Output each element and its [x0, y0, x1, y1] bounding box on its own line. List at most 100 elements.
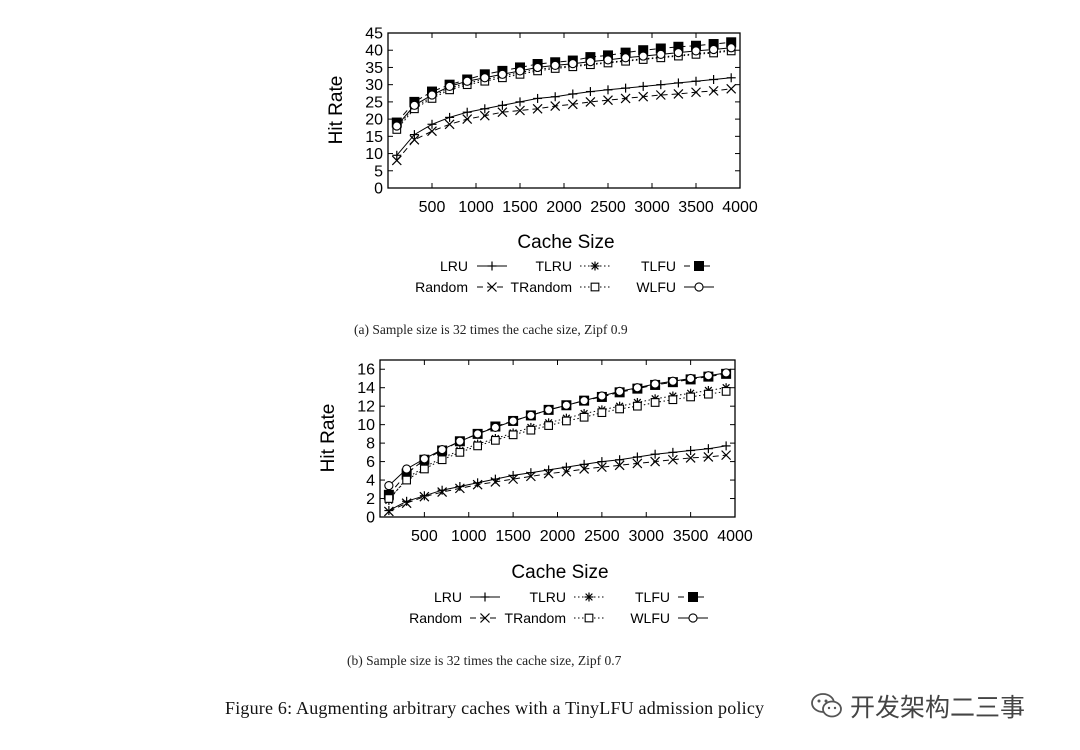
point-b-random-15 — [650, 456, 661, 467]
point-b-random-11 — [579, 464, 590, 474]
point-b-trandom-12 — [597, 408, 607, 418]
point-b-trandom-3 — [437, 455, 447, 465]
legend-marker-b-tlru — [584, 592, 594, 602]
y-tick-label-a-0: 0 — [374, 181, 383, 198]
point-b-lru-19 — [721, 441, 731, 451]
point-b-wlfu-2 — [419, 454, 429, 464]
point-a-lru-4 — [462, 107, 472, 117]
point-b-random-10 — [561, 466, 572, 477]
point-b-trandom-16 — [668, 395, 678, 405]
point-a-random-15 — [655, 90, 666, 100]
point-b-random-1 — [401, 498, 412, 509]
point-b-random-14 — [632, 458, 643, 469]
point-b-wlfu-5 — [473, 429, 483, 439]
legend-label-a-wlfu: WLFU — [636, 279, 676, 295]
point-a-random-18 — [708, 85, 719, 96]
point-a-random-1 — [409, 134, 420, 145]
x-tick-label-a-1: 1000 — [458, 199, 494, 216]
point-a-random-5 — [479, 110, 490, 121]
plot-area-a — [387, 32, 741, 189]
legend-label-b-random: Random — [409, 610, 462, 626]
point-b-trandom-4 — [455, 447, 465, 457]
point-b-random-12 — [596, 462, 607, 473]
point-a-wlfu-3 — [445, 81, 455, 91]
y-tick-label-b-1: 2 — [366, 491, 375, 508]
x-tick-label-b-7: 4000 — [717, 528, 753, 545]
legend-marker-a-random — [487, 282, 497, 292]
point-a-wlfu-1 — [409, 100, 420, 110]
x-tick-label-b-4: 2500 — [584, 528, 620, 545]
chart-a-caption: (a) Sample size is 32 times the cache si… — [354, 322, 628, 337]
point-b-random-4 — [454, 483, 465, 494]
x-axis-title-a: Cache Size — [517, 232, 614, 253]
point-b-trandom-2 — [419, 464, 429, 474]
point-b-lru-17 — [686, 446, 696, 456]
point-a-wlfu-19 — [726, 43, 736, 53]
point-b-random-13 — [614, 460, 625, 471]
point-b-trandom-18 — [703, 389, 713, 399]
point-a-lru-5 — [480, 104, 490, 114]
series-line-b-random — [388, 454, 727, 512]
point-a-lru-14 — [638, 81, 648, 91]
point-b-trandom-5 — [473, 441, 482, 451]
point-b-random-9 — [543, 468, 554, 479]
y-tick-label-a-6: 30 — [365, 77, 383, 94]
point-b-wlfu-16 — [668, 376, 678, 386]
y-tick-label-a-7: 35 — [365, 60, 383, 77]
point-a-lru-12 — [603, 85, 613, 95]
point-a-wlfu-7 — [515, 66, 525, 76]
y-axis-title-a: Hit Rate — [326, 76, 347, 145]
point-b-lru-14 — [632, 452, 642, 462]
point-b-wlfu-7 — [508, 416, 518, 426]
x-tick-label-b-6: 3500 — [673, 528, 709, 545]
point-b-random-17 — [685, 452, 696, 463]
legend-label-b-lru: LRU — [434, 589, 462, 605]
x-tick-label-b-1: 1000 — [451, 528, 487, 545]
point-b-random-0 — [383, 506, 394, 517]
legend-label-a-lru: LRU — [440, 258, 468, 274]
point-a-wlfu-12 — [603, 55, 613, 65]
y-tick-label-a-8: 40 — [365, 43, 383, 60]
point-b-random-5 — [472, 479, 483, 490]
series-b-trandom — [384, 387, 731, 503]
point-a-wlfu-8 — [532, 62, 543, 73]
point-a-lru-1 — [409, 130, 419, 140]
point-b-wlfu-13 — [615, 386, 625, 397]
point-a-random-7 — [515, 105, 525, 116]
legend-marker-b-tlfu — [688, 592, 698, 602]
x-tick-label-a-2: 1500 — [502, 199, 538, 216]
y-tick-label-b-3: 6 — [366, 454, 375, 471]
point-a-lru-18 — [709, 75, 719, 84]
point-a-lru-11 — [585, 87, 595, 97]
y-tick-label-b-5: 10 — [357, 417, 375, 434]
point-b-wlfu-4 — [455, 436, 465, 446]
point-a-lru-19 — [726, 73, 736, 83]
legend-marker-b-wlfu — [688, 613, 698, 623]
x-tick-label-b-2: 1500 — [495, 528, 531, 545]
y-tick-label-a-1: 5 — [374, 163, 383, 180]
point-b-wlfu-1 — [402, 464, 412, 474]
point-a-random-17 — [691, 87, 701, 98]
point-a-random-19 — [726, 83, 737, 94]
point-a-lru-6 — [497, 100, 507, 110]
series-b-wlfu — [384, 368, 731, 491]
y-tick-label-b-4: 8 — [366, 436, 375, 453]
point-a-lru-16 — [673, 78, 683, 88]
point-a-lru-9 — [550, 92, 560, 102]
point-a-random-16 — [673, 89, 684, 99]
legend-marker-b-trandom — [584, 613, 594, 623]
point-a-wlfu-18 — [708, 44, 719, 55]
point-a-lru-10 — [568, 89, 578, 99]
point-b-lru-18 — [703, 444, 713, 454]
point-a-random-4 — [462, 114, 473, 125]
x-tick-label-a-7: 4000 — [722, 199, 758, 216]
y-tick-label-b-8: 16 — [357, 362, 375, 379]
point-b-trandom-1 — [402, 475, 411, 485]
x-tick-label-a-6: 3500 — [678, 199, 714, 216]
legend-label-b-tlru: TLRU — [529, 589, 566, 605]
point-b-trandom-11 — [579, 412, 589, 422]
point-b-wlfu-14 — [632, 383, 642, 393]
point-b-random-8 — [525, 471, 536, 482]
point-a-wlfu-16 — [673, 48, 684, 58]
